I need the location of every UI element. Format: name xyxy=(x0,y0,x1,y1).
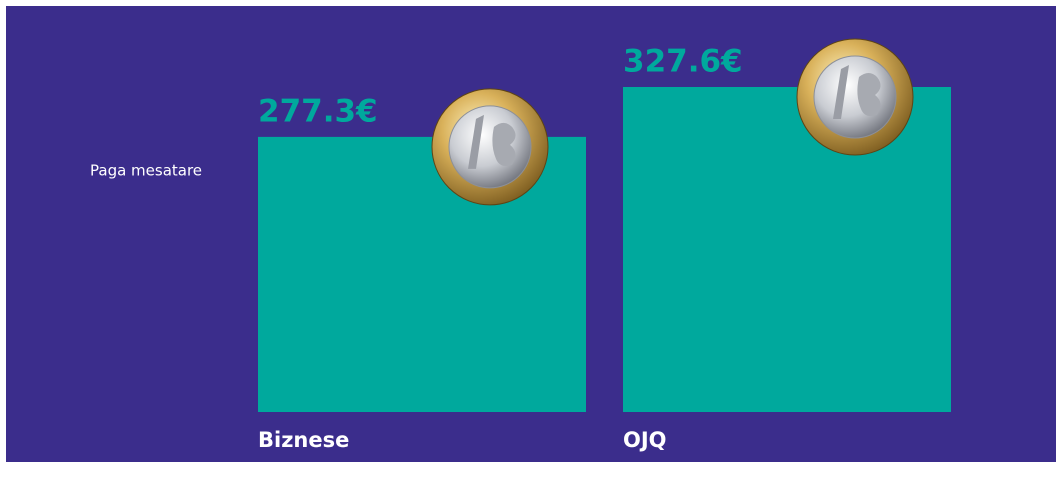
coin-icon xyxy=(431,88,549,206)
value-label: 327.6€ xyxy=(623,44,743,80)
coin-icon xyxy=(796,38,914,156)
coin-one xyxy=(833,65,849,119)
category-label: Biznese xyxy=(258,428,349,452)
coin-map xyxy=(857,73,881,117)
category-label: OJQ xyxy=(623,428,667,452)
coin-map xyxy=(492,122,516,167)
coin-one xyxy=(468,114,484,169)
bar xyxy=(623,87,951,412)
value-label: 277.3€ xyxy=(258,93,378,129)
y-axis-label: Paga mesatare xyxy=(90,162,202,180)
coin-center xyxy=(448,105,532,189)
coin-center xyxy=(813,55,897,139)
